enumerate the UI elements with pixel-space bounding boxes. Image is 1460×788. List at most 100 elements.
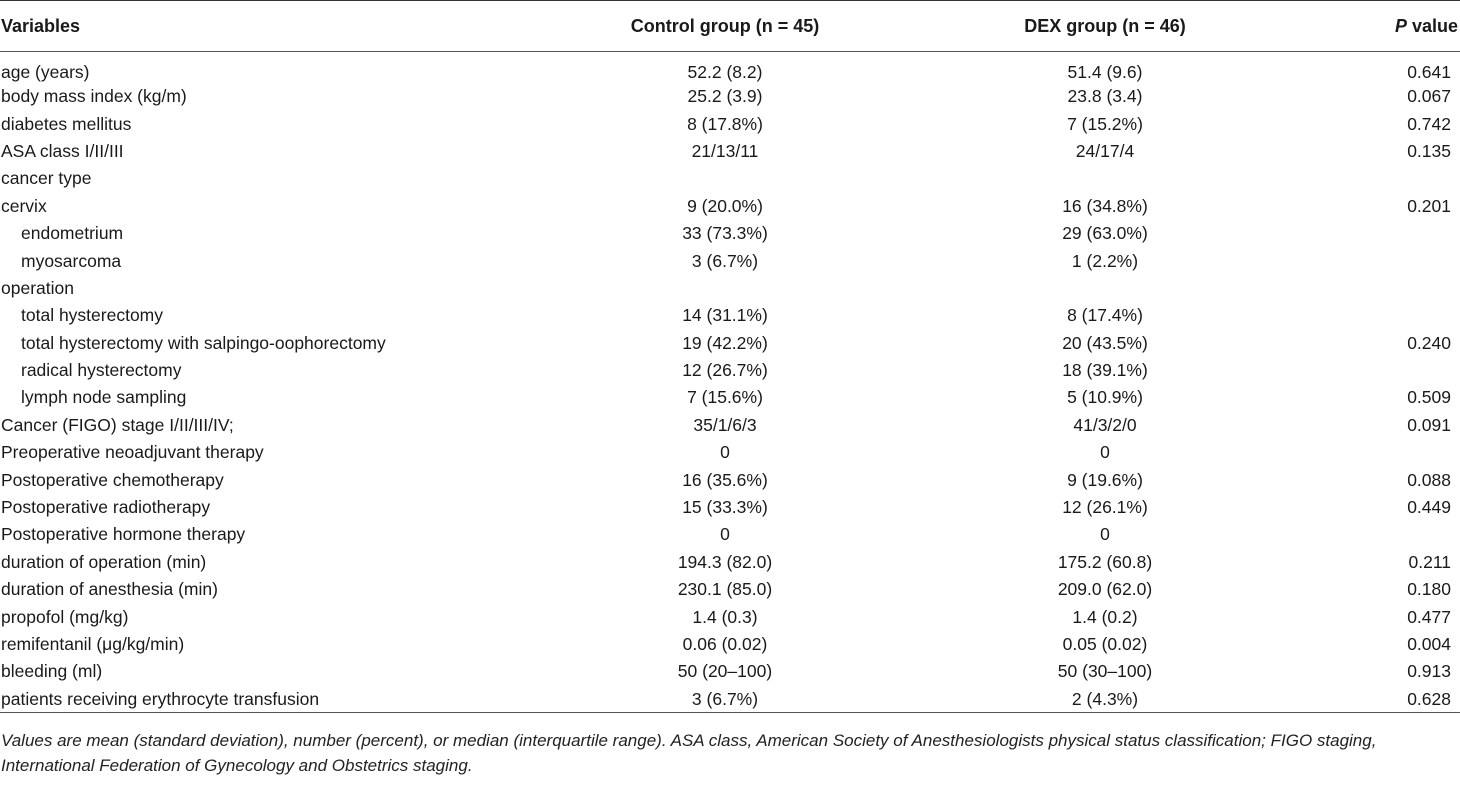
cell-variable: cancer type [1,168,92,189]
cell-control: 15 (33.3%) [682,497,768,518]
cell-p-value: 0.913 [1407,661,1451,682]
header-row: Variables Control group (n = 45) DEX gro… [0,0,1460,52]
cell-variable: duration of operation (min) [1,551,207,572]
cell-control [560,165,890,192]
cell-dex: 175.2 (60.8) [1057,551,1153,572]
table-row: ASA class I/II/III 21/13/11 24/17/4 0.135 [0,138,1460,165]
cell-dex: 209.0 (62.0) [1057,579,1153,600]
cell-dex: 51.4 (9.6) [1067,62,1143,82]
cell-dex: 9 (19.6%) [1067,469,1143,490]
cell-dex: 20 (43.5%) [1062,332,1148,353]
cell-p-value: 0.742 [1407,113,1451,134]
table-row: body mass index (kg/m) 25.2 (3.9) 23.8 (3.… [0,83,1460,110]
table-row: cancer type [0,165,1460,192]
cell-control: 230.1 (85.0) [677,579,773,600]
cell-dex: 29 (63.0%) [1062,223,1148,244]
cell-variable: Cancer (FIGO) stage I/II/III/IV; [1,414,234,435]
cell-variable: endometrium [21,223,124,244]
cell-p-value [1320,275,1460,302]
cell-dex: 2 (4.3%) [890,685,1320,714]
cell-variable: ASA class I/II/III [1,140,124,161]
table-row: bleeding (ml) 50 (20–100) 50 (30–100) 0.913 [0,658,1460,685]
cell-variable: lymph node sampling [21,387,187,408]
cell-dex: 0 [1100,524,1110,545]
header-p-value: P value [1320,0,1460,52]
table-row: Postoperative radiotherapy 15 (33.3%) 12 (… [0,494,1460,521]
table-row: total hysterectomy 14 (31.1%) 8 (17.4%) [0,302,1460,329]
cell-p-value [1320,521,1460,548]
table-row: total hysterectomy with salpingo-oophore… [0,330,1460,357]
cell-p-value [1320,357,1460,384]
cell-p-value [1320,247,1460,274]
cell-control: 12 (26.7%) [682,360,768,381]
cell-control: 19 (42.2%) [682,332,768,353]
cell-variable: Postoperative hormone therapy [1,524,246,545]
cell-dex: 41/3/2/0 [1073,414,1137,435]
cell-dex: 24/17/4 [1075,140,1135,161]
cell-variable: duration of anesthesia (min) [1,579,218,600]
table-row: Postoperative chemotherapy 16 (35.6%) 9 (1… [0,466,1460,493]
table-row: radical hysterectomy 12 (26.7%) 18 (39.1%) [0,357,1460,384]
cell-dex: 5 (10.9%) [1067,387,1143,408]
table-row: Postoperative hormone therapy 0 0 [0,521,1460,548]
cell-p-value: 0.240 [1407,332,1451,353]
cell-variable: Postoperative radiotherapy [1,497,211,518]
cell-dex: 0.05 (0.02) [1062,634,1148,654]
cell-variable: operation [1,277,74,298]
cell-variable: radical hysterectomy [21,360,182,381]
cell-variable: total hysterectomy [21,305,163,326]
cell-control: 0 [720,524,730,545]
cell-variable: diabetes mellitus [1,113,132,134]
cell-control: 3 (6.7%) [691,250,759,271]
cell-control: 16 (35.6%) [682,469,768,490]
table-body: age (years) 52.2 (8.2) 51.4 (9.6) 0.641 body… [0,52,1460,714]
cell-dex: 1.4 (0.2) [1072,606,1138,627]
cell-control: 21/13/11 [691,140,759,161]
cell-variable: age (years) [1,62,90,82]
cell-p-value: 0.477 [1407,606,1451,627]
table-row: operation [0,275,1460,302]
cell-control: 9 (20.0%) [687,195,763,216]
cell-dex: 16 (34.8%) [1062,195,1148,216]
table-row: diabetes mellitus 8 (17.8%) 7 (15.2%) 0.742 [0,110,1460,137]
cell-dex: 23.8 (3.4) [1067,86,1143,107]
cell-p-value: 0.067 [1407,86,1451,107]
cell-control: 25.2 (3.9) [687,86,763,107]
cell-control [560,275,890,302]
cell-p-value: 0.180 [1407,579,1451,600]
cell-dex: 1 (2.2%) [1071,250,1139,271]
data-table: Variables Control group (n = 45) DEX gro… [0,0,1460,714]
cell-p-value: 0.201 [1407,195,1451,216]
cell-control: 8 (17.8%) [687,113,763,134]
cell-p-value [1320,220,1460,247]
cell-control: 0.06 (0.02) [682,634,768,654]
cell-control: 1.4 (0.3) [692,606,758,627]
cell-variable: body mass index (kg/m) [1,86,187,107]
cell-dex: 50 (30–100) [1057,661,1153,682]
cell-p-value: 0.509 [1407,387,1451,408]
cell-dex: 18 (39.1%) [1062,360,1148,381]
cell-p-value [1320,165,1460,192]
cell-dex [890,165,1320,192]
header-variables: Variables [0,0,560,52]
cell-dex: 0 [1100,442,1110,463]
cell-control: 14 (31.1%) [682,305,768,326]
cell-dex [890,275,1320,302]
table-row: remifentanil (μg/kg/min) 0.06 (0.02) 0.05 … [0,631,1460,658]
cell-variable: total hysterectomy with salpingo-oophore… [21,332,386,353]
cell-p-value: 0.088 [1407,469,1451,490]
table-row: cervix 9 (20.0%) 16 (34.8%) 0.201 [0,193,1460,220]
cell-variable: cervix [1,195,47,216]
cell-p-value: 0.449 [1407,497,1451,518]
cell-variable: remifentanil (μg/kg/min) [1,634,185,654]
table-row: duration of anesthesia (min) 230.1 (85.0)… [0,576,1460,603]
table-row: duration of operation (min) 194.3 (82.0) 1… [0,549,1460,576]
cell-control: 194.3 (82.0) [677,551,773,572]
cell-variable: patients receiving erythrocyte transfusi… [0,685,560,714]
table-row: endometrium 33 (73.3%) 29 (63.0%) [0,220,1460,247]
cell-control: 50 (20–100) [677,661,773,682]
cell-p-value: 0.211 [1408,551,1452,572]
cell-p-value [1320,302,1460,329]
cell-control: 33 (73.3%) [682,223,768,244]
cell-control: 35/1/6/3 [693,414,757,435]
